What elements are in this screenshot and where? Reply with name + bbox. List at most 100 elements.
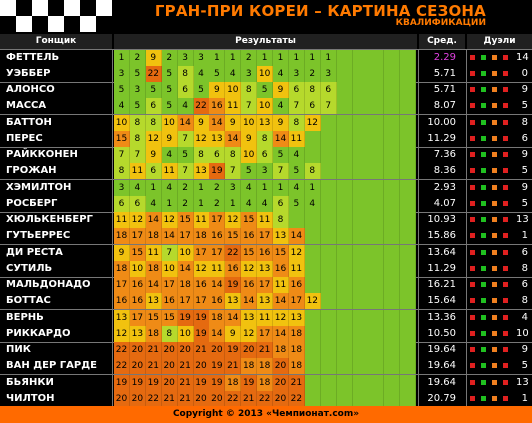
result-cell: 20 bbox=[209, 390, 226, 407]
result-cell bbox=[368, 82, 385, 98]
result-cell bbox=[368, 309, 385, 326]
driver-name: ФЕТТЕЛЬ bbox=[6, 51, 60, 63]
result-cell: 11 bbox=[209, 260, 226, 277]
result-cell bbox=[304, 309, 321, 326]
result-cell bbox=[368, 358, 385, 374]
duel-wins: 8 bbox=[521, 295, 528, 306]
result-cell bbox=[368, 293, 385, 309]
result-cell: 19 bbox=[177, 309, 194, 326]
result-cell: 3 bbox=[257, 163, 274, 179]
average-value: 7.36 bbox=[433, 149, 456, 160]
average-value: 10.50 bbox=[427, 327, 456, 339]
driver-name: ДИ РЕСТА bbox=[6, 246, 63, 258]
page-title: ГРАН-ПРИ КОРЕИ – КАРТИНА СЕЗОНА bbox=[154, 2, 486, 20]
duel-square-icon bbox=[470, 184, 475, 190]
result-cell bbox=[336, 65, 353, 82]
result-cell: 11 bbox=[129, 163, 146, 179]
result-cell: 2 bbox=[177, 195, 194, 212]
result-cell: 2 bbox=[209, 179, 226, 196]
checker-square bbox=[48, 16, 64, 32]
result-cell bbox=[320, 277, 337, 293]
result-cell bbox=[320, 342, 337, 358]
result-cell: 14 bbox=[273, 293, 289, 309]
result-cell: 1 bbox=[225, 49, 242, 66]
result-cell: 18 bbox=[114, 260, 130, 277]
result-cell: 11 bbox=[161, 163, 178, 179]
result-cell: 10 bbox=[114, 114, 130, 131]
checker-square bbox=[32, 0, 48, 16]
result-cell: 9 bbox=[209, 82, 226, 98]
result-cell bbox=[320, 179, 337, 196]
result-cell: 14 bbox=[209, 325, 226, 342]
result-cell: 5 bbox=[161, 82, 178, 98]
result-cell: 6 bbox=[129, 195, 146, 212]
result-cell: 17 bbox=[114, 277, 130, 293]
duel-square-icon bbox=[492, 347, 497, 352]
duel-wins: 4 bbox=[521, 311, 528, 323]
result-cell: 14 bbox=[177, 260, 194, 277]
driver-name: РОСБЕРГ bbox=[6, 197, 58, 209]
result-cell bbox=[384, 49, 401, 66]
result-cell: 4 bbox=[288, 147, 305, 163]
result-cell: 5 bbox=[273, 147, 289, 163]
result-cell: 4 bbox=[257, 195, 274, 212]
average-value: 11.29 bbox=[427, 132, 456, 144]
duel-square-icon bbox=[503, 249, 508, 255]
result-cell: 22 bbox=[193, 98, 210, 114]
duel-square-icon bbox=[481, 217, 486, 222]
copyright-footer: Copyright © 2013 «Чемпионат.com» bbox=[0, 406, 532, 423]
result-cell: 20 bbox=[129, 342, 146, 358]
driver-name: УЭББЕР bbox=[6, 67, 51, 79]
result-cell: 1 bbox=[288, 49, 305, 66]
average-value: 16.21 bbox=[427, 279, 456, 290]
duel-square-icon bbox=[503, 265, 508, 271]
result-cell: 7 bbox=[161, 244, 178, 261]
result-cell: 6 bbox=[257, 147, 274, 163]
duel-square-icon bbox=[470, 152, 475, 157]
duel-square-icon bbox=[492, 330, 497, 336]
result-cell bbox=[304, 147, 321, 163]
result-cell bbox=[368, 98, 385, 114]
result-cell: 16 bbox=[161, 293, 178, 309]
result-cell: 22 bbox=[225, 390, 242, 407]
result-cell: 15 bbox=[241, 212, 258, 228]
result-cell bbox=[400, 374, 417, 391]
duel-wins: 1 bbox=[521, 230, 528, 241]
result-cell: 10 bbox=[225, 82, 242, 98]
driver-name: БАТТОН bbox=[6, 116, 52, 128]
result-cell bbox=[352, 212, 369, 228]
result-cell bbox=[352, 260, 369, 277]
average-value: 11.29 bbox=[427, 262, 456, 274]
result-cell: 1 bbox=[161, 195, 178, 212]
duel-square-icon bbox=[503, 233, 508, 238]
result-cell: 13 bbox=[241, 309, 258, 326]
result-cell bbox=[400, 114, 417, 131]
driver-name: ХЮЛЬКЕНБЕРГ bbox=[6, 214, 93, 225]
result-cell: 9 bbox=[225, 325, 242, 342]
result-cell bbox=[368, 390, 385, 407]
duel-square-icon bbox=[503, 298, 508, 303]
result-cell bbox=[384, 325, 401, 342]
result-cell bbox=[400, 163, 417, 179]
result-cell: 22 bbox=[114, 358, 130, 374]
result-cell: 18 bbox=[145, 228, 162, 244]
result-cell: 10 bbox=[161, 114, 178, 131]
duel-square-icon bbox=[481, 54, 486, 60]
result-cell: 16 bbox=[129, 277, 146, 293]
result-cell: 16 bbox=[209, 293, 226, 309]
result-cell bbox=[352, 179, 369, 196]
result-cell: 13 bbox=[225, 293, 242, 309]
duel-wins: 9 bbox=[521, 84, 528, 95]
result-cell: 9 bbox=[145, 49, 162, 66]
duel-square-icon bbox=[481, 298, 486, 303]
result-cell: 20 bbox=[273, 358, 289, 374]
result-cell: 3 bbox=[241, 65, 258, 82]
result-cell: 9 bbox=[241, 130, 258, 147]
duel-square-icon bbox=[481, 265, 486, 271]
duel-wins: 8 bbox=[521, 116, 528, 128]
result-cell bbox=[384, 130, 401, 147]
duel-square-icon bbox=[481, 168, 486, 173]
result-cell: 10 bbox=[161, 260, 178, 277]
result-cell bbox=[336, 49, 353, 66]
result-cell: 5 bbox=[177, 147, 194, 163]
